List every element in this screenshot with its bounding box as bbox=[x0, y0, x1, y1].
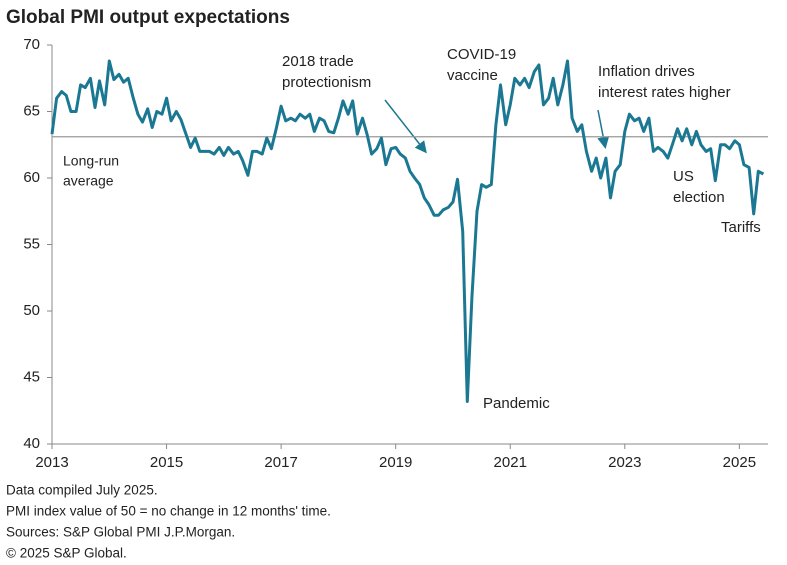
note: © 2025 S&P Global. bbox=[6, 546, 127, 561]
arrow bbox=[384, 99, 427, 154]
y-tick-label: 50 bbox=[23, 302, 40, 319]
y-tick-label: 60 bbox=[23, 169, 40, 186]
y-tick-label: 65 bbox=[23, 102, 40, 119]
annotation: 2018 trade bbox=[282, 53, 354, 70]
annotation: Tariffs bbox=[721, 219, 761, 236]
x-tick-label: 2017 bbox=[264, 454, 297, 471]
annotation: Inflation drives bbox=[598, 63, 695, 80]
y-tick-label: 45 bbox=[23, 368, 40, 385]
x-tick-label: 2025 bbox=[723, 454, 756, 471]
x-tick-label: 2021 bbox=[494, 454, 527, 471]
annotation: interest rates higher bbox=[598, 84, 731, 101]
reference-label: Long-run bbox=[63, 153, 119, 169]
x-tick-label: 2019 bbox=[379, 454, 412, 471]
annotation: COVID-19 bbox=[447, 46, 516, 63]
note: PMI index value of 50 = no change in 12 … bbox=[6, 504, 331, 519]
reference-label: average bbox=[63, 173, 114, 189]
annotation: vaccine bbox=[447, 67, 498, 84]
annotation: US bbox=[673, 168, 694, 185]
y-tick-label: 40 bbox=[23, 435, 40, 452]
x-tick-label: 2013 bbox=[35, 454, 68, 471]
annotation: election bbox=[673, 189, 725, 206]
note: Sources: S&P Global PMI J.P.Morgan. bbox=[6, 525, 235, 540]
x-tick-label: 2015 bbox=[150, 454, 183, 471]
y-tick-label: 55 bbox=[23, 235, 40, 252]
y-tick-label: 70 bbox=[23, 36, 40, 53]
x-tick-label: 2023 bbox=[608, 454, 641, 471]
arrow bbox=[597, 109, 610, 149]
note: Data compiled July 2025. bbox=[6, 483, 158, 498]
annotation: protectionism bbox=[282, 74, 371, 91]
chart-title: Global PMI output expectations bbox=[6, 7, 290, 28]
annotation: Pandemic bbox=[483, 395, 550, 412]
series-line bbox=[50, 59, 765, 403]
